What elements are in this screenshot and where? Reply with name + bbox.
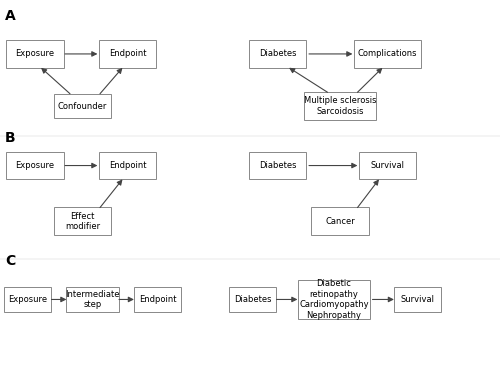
FancyBboxPatch shape	[249, 40, 306, 68]
FancyBboxPatch shape	[249, 152, 306, 179]
Text: Diabetes: Diabetes	[259, 49, 296, 58]
FancyBboxPatch shape	[66, 287, 119, 312]
FancyBboxPatch shape	[298, 280, 370, 319]
Text: Endpoint: Endpoint	[139, 295, 176, 304]
FancyBboxPatch shape	[354, 40, 421, 68]
Text: Endpoint: Endpoint	[109, 49, 146, 58]
FancyBboxPatch shape	[6, 152, 64, 179]
Text: Exposure: Exposure	[16, 161, 54, 170]
Text: Endpoint: Endpoint	[109, 161, 146, 170]
Text: B: B	[5, 131, 15, 145]
FancyBboxPatch shape	[99, 40, 156, 68]
Text: Exposure: Exposure	[8, 295, 47, 304]
FancyBboxPatch shape	[134, 287, 182, 312]
Text: Diabetic
retinopathy
Cardiomyopathy
Nephropathy: Diabetic retinopathy Cardiomyopathy Neph…	[299, 279, 369, 320]
FancyBboxPatch shape	[54, 207, 112, 235]
Text: Intermediate
step: Intermediate step	[65, 290, 120, 309]
Text: Complications: Complications	[358, 49, 417, 58]
Text: Exposure: Exposure	[16, 49, 54, 58]
Text: Survival: Survival	[400, 295, 434, 304]
Text: Cancer: Cancer	[325, 217, 355, 226]
Text: Survival: Survival	[370, 161, 404, 170]
FancyBboxPatch shape	[304, 92, 376, 120]
Text: Diabetes: Diabetes	[259, 161, 296, 170]
FancyBboxPatch shape	[229, 287, 276, 312]
FancyBboxPatch shape	[359, 152, 416, 179]
Text: Effect
modifier: Effect modifier	[65, 212, 100, 231]
FancyBboxPatch shape	[311, 207, 369, 235]
Text: C: C	[5, 254, 15, 268]
Text: Diabetes: Diabetes	[234, 295, 271, 304]
FancyBboxPatch shape	[4, 287, 52, 312]
FancyBboxPatch shape	[99, 152, 156, 179]
Text: Confounder: Confounder	[58, 102, 107, 110]
FancyBboxPatch shape	[6, 40, 64, 68]
FancyBboxPatch shape	[394, 287, 442, 312]
Text: Multiple sclerosis
Sarcoidosis: Multiple sclerosis Sarcoidosis	[304, 96, 376, 116]
Text: A: A	[5, 9, 16, 23]
FancyBboxPatch shape	[54, 94, 112, 118]
